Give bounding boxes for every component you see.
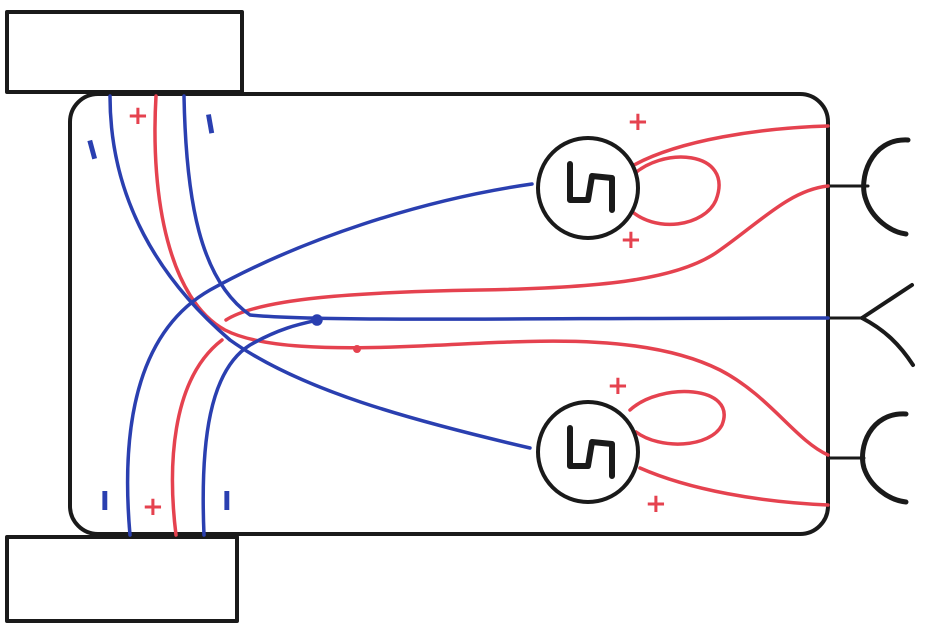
positive-junction-dot xyxy=(353,345,361,353)
motor-bottom-icon xyxy=(536,400,640,504)
sensor-top-icon xyxy=(861,137,911,237)
negative-top-motor-wire xyxy=(125,182,534,537)
plus-label-bottom-left: + xyxy=(142,492,164,522)
positive-main-wire xyxy=(153,94,830,457)
positive-bottom-run xyxy=(170,338,224,537)
negative-right-wire xyxy=(182,94,830,321)
negative-bottom-run xyxy=(201,318,320,537)
top-block xyxy=(5,10,244,94)
minus-label-bottom-right: I xyxy=(222,487,232,517)
positive-motor-top-lead xyxy=(632,124,830,167)
motor-top-icon xyxy=(536,136,640,240)
sensor-bottom-icon xyxy=(860,411,909,505)
minus-label-top-left: I xyxy=(84,135,101,166)
plus-label-motor-bottom-upper: + xyxy=(607,371,629,401)
positive-top-sensor-wire xyxy=(224,184,830,322)
minus-label-bottom-left: I xyxy=(100,487,110,517)
sensor-middle-icon xyxy=(860,283,915,367)
positive-wires xyxy=(153,94,830,537)
chassis xyxy=(68,92,830,536)
plus-label-motor-top-upper: + xyxy=(627,107,649,137)
plus-label-motor-bottom-lower: + xyxy=(645,489,667,519)
plus-label-motor-top-lower: + xyxy=(620,225,642,255)
negative-left-wire xyxy=(108,94,532,450)
minus-label-top-right: I xyxy=(203,110,218,141)
negative-wires xyxy=(108,94,830,537)
positive-motor-bottom-lead xyxy=(638,466,830,507)
positive-motor-top-loop xyxy=(626,155,721,227)
positive-motor-bottom-loop xyxy=(628,389,726,446)
junction-dot xyxy=(311,314,323,326)
bottom-block xyxy=(5,535,239,623)
plus-label-top-left: + xyxy=(127,101,149,131)
